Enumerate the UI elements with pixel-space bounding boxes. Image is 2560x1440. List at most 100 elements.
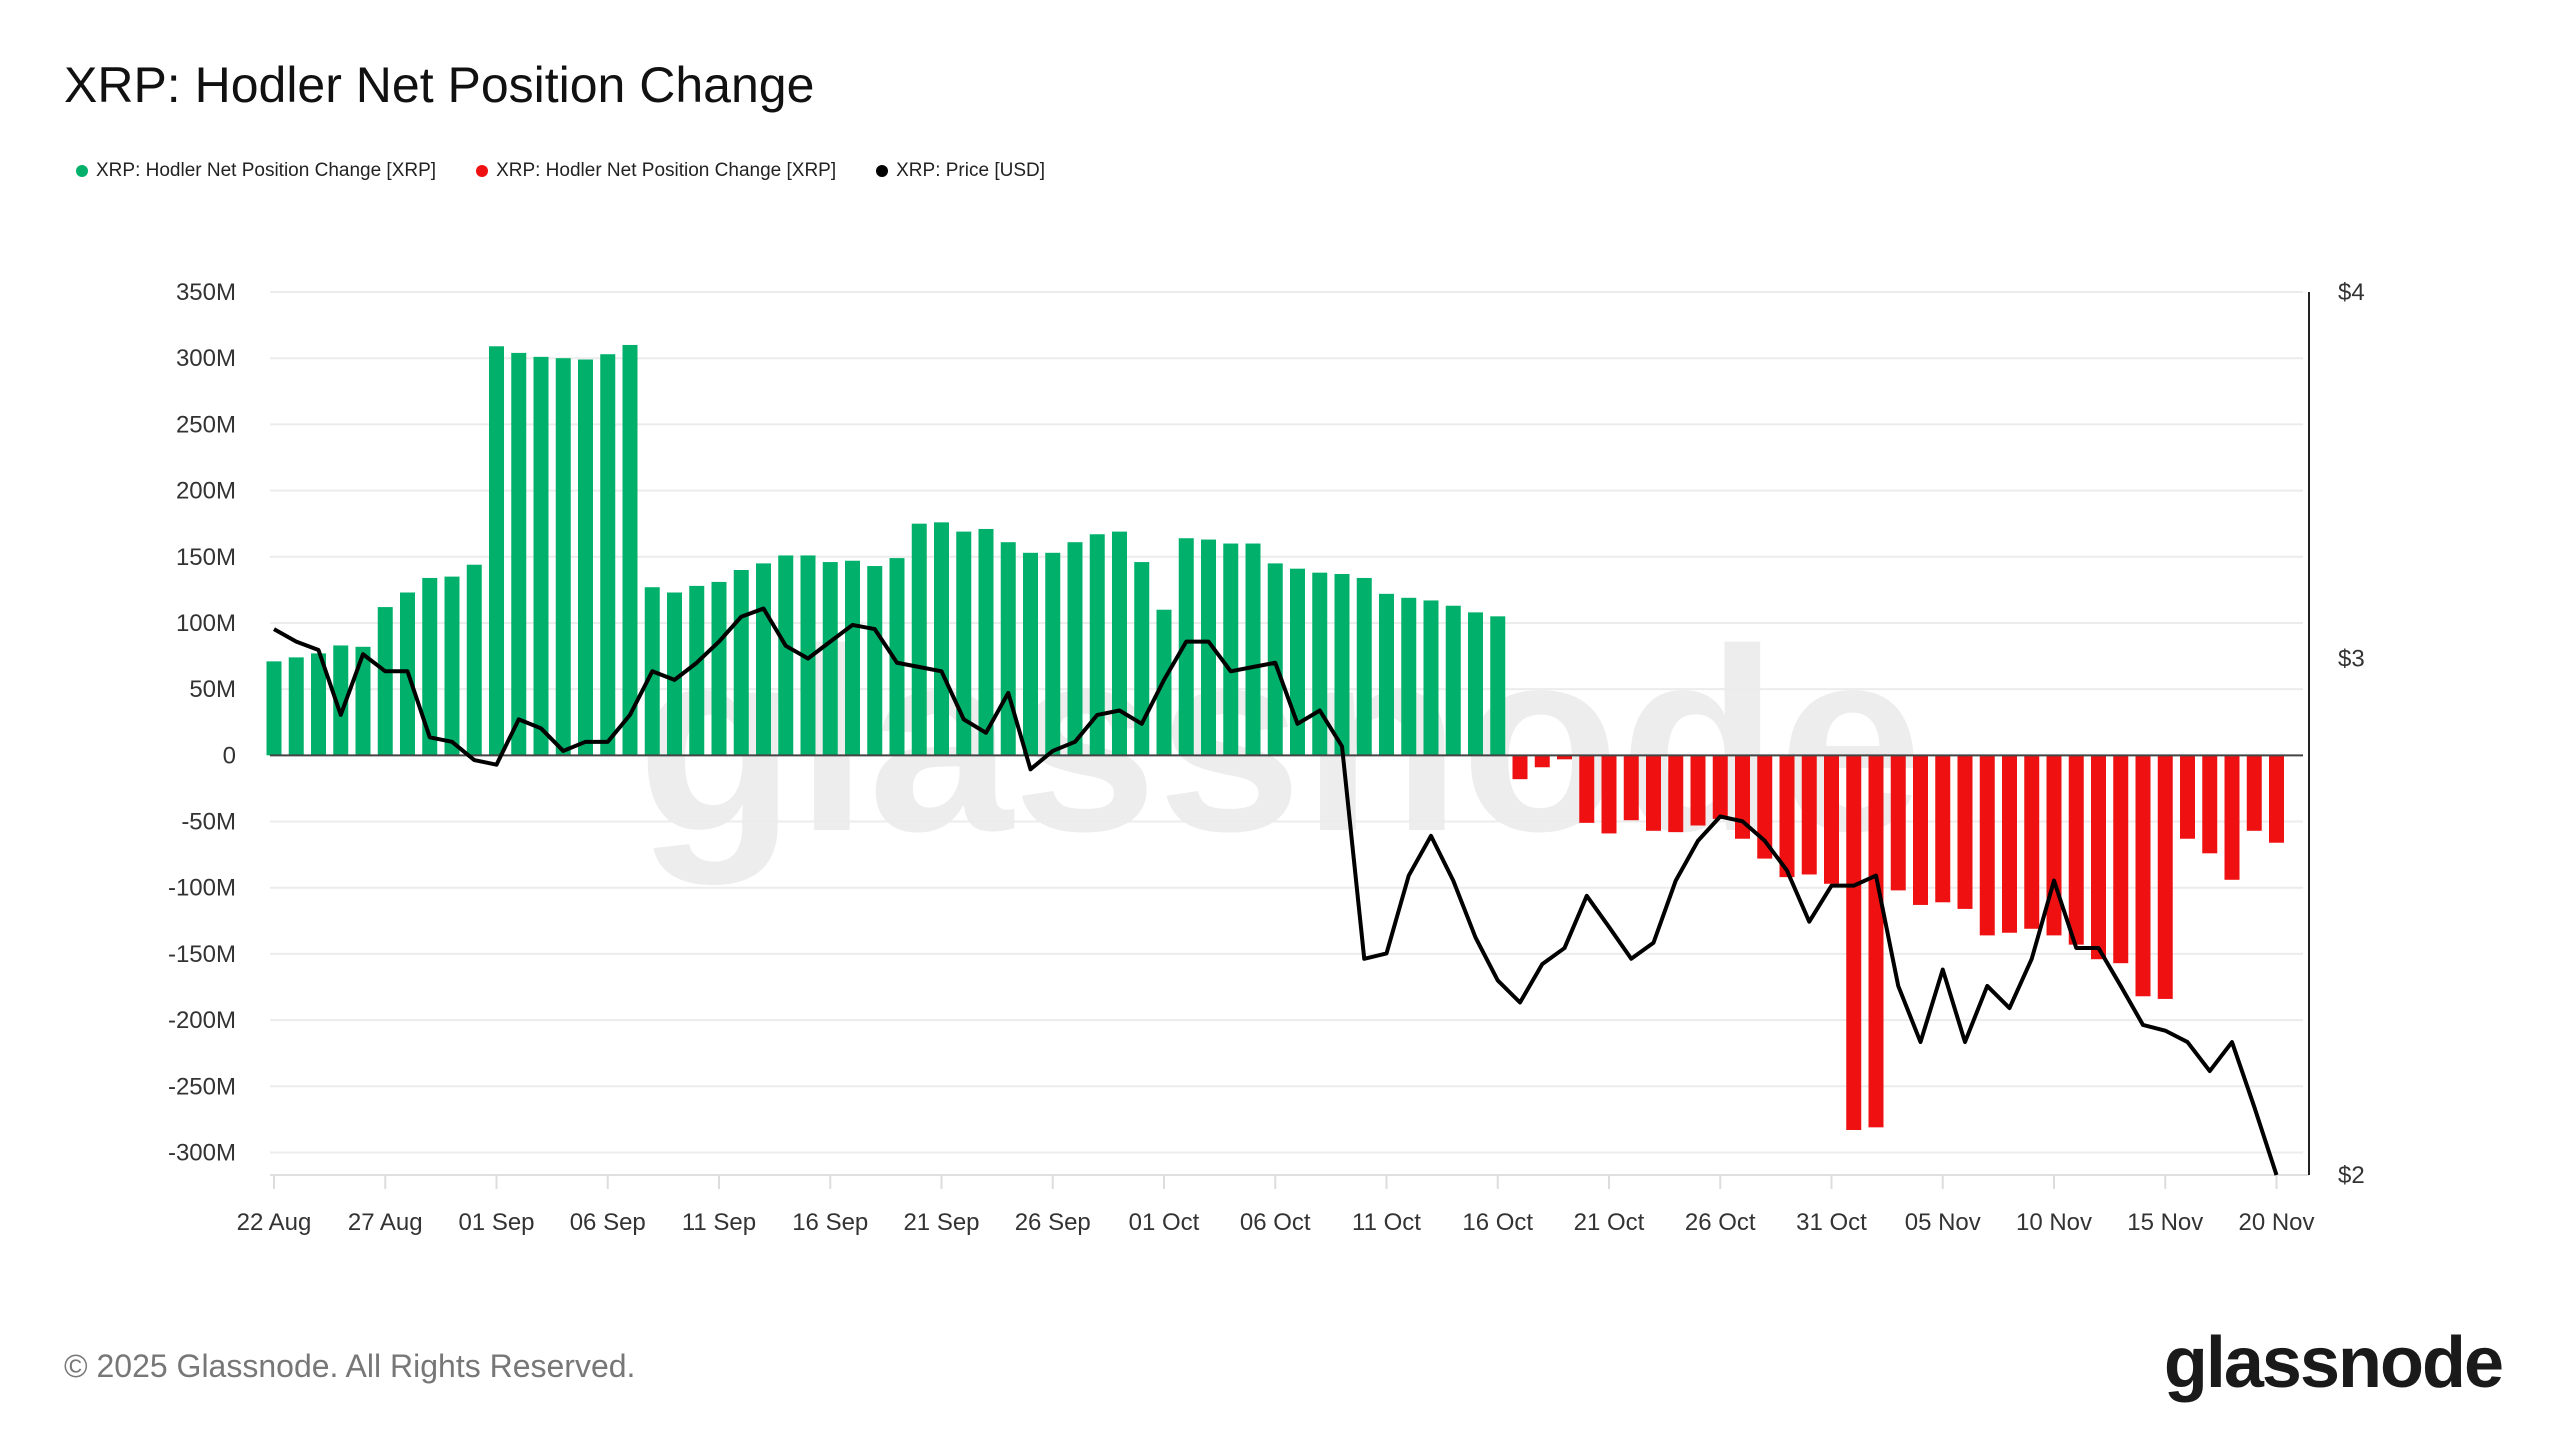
bar-positive: [422, 577, 438, 756]
bar-positive: [600, 354, 616, 756]
x-tick-label: 16 Sep: [792, 1209, 868, 1236]
x-tick-label: 26 Sep: [1015, 1209, 1091, 1236]
bar-negative: [1712, 755, 1728, 819]
x-tick-label: 01 Oct: [1129, 1209, 1200, 1236]
bar-negative: [2246, 755, 2262, 831]
bar-positive: [733, 570, 749, 756]
legend-label: XRP: Hodler Net Position Change [XRP]: [96, 160, 437, 181]
bar-positive: [867, 566, 883, 756]
y-left-tick-label: 100M: [176, 610, 236, 637]
legend-label: XRP: Hodler Net Position Change [XRP]: [496, 160, 837, 181]
x-tick-label: 31 Oct: [1796, 1209, 1867, 1236]
bar-positive: [1134, 562, 1150, 756]
bar-positive: [288, 657, 304, 756]
bar-positive: [511, 352, 527, 756]
bar-negative: [2157, 755, 2173, 999]
x-tick-label: 06 Oct: [1240, 1209, 1311, 1236]
legend: XRP: Hodler Net Position Change [XRP] XR…: [76, 160, 1045, 182]
x-tick-label: 27 Aug: [348, 1209, 423, 1236]
bar-positive: [377, 607, 393, 756]
bars: [266, 344, 2284, 1130]
bar-positive: [1468, 612, 1483, 756]
bar-negative: [1735, 755, 1750, 839]
y-left-tick-label: 350M: [176, 279, 236, 306]
x-tick-label: 26 Oct: [1685, 1209, 1756, 1236]
bar-positive: [756, 563, 771, 756]
bar-positive: [1178, 538, 1194, 756]
bar-negative: [2180, 755, 2195, 839]
x-tick-label: 21 Sep: [903, 1209, 979, 1236]
bar-positive: [489, 346, 504, 756]
bar-positive: [311, 653, 326, 756]
bar-positive: [355, 646, 371, 756]
bar-negative: [2024, 755, 2040, 929]
bar-positive: [889, 558, 905, 756]
copyright: © 2025 Glassnode. All Rights Reserved.: [64, 1348, 636, 1384]
bar-positive: [1356, 577, 1372, 756]
legend-item-price[interactable]: XRP: Price [USD]: [876, 160, 1045, 182]
bar-positive: [1379, 593, 1394, 756]
legend-dot-green-icon: [76, 165, 88, 177]
bar-positive: [1023, 552, 1038, 756]
bar-positive: [1490, 616, 1506, 756]
bar-positive: [578, 359, 593, 756]
bar-negative: [2091, 755, 2106, 960]
y-left-tick-label: -300M: [168, 1139, 236, 1166]
legend-dot-red-icon: [476, 165, 489, 177]
bar-negative: [1646, 755, 1661, 831]
bar-positive: [1067, 542, 1083, 756]
x-tick-label: 16 Oct: [1462, 1209, 1533, 1236]
bar-positive: [1312, 572, 1328, 756]
legend-item-positive[interactable]: XRP: Hodler Net Position Change [XRP]: [76, 160, 436, 182]
bar-positive: [1201, 539, 1216, 756]
y-left-tick-label: 150M: [176, 544, 236, 571]
y-left-tick-label: 200M: [176, 478, 236, 505]
bar-positive: [1401, 597, 1417, 756]
bar-negative: [1868, 755, 1884, 1128]
x-tick-label: 11 Oct: [1352, 1209, 1421, 1236]
bar-positive: [1045, 552, 1061, 756]
bar-negative: [1512, 755, 1528, 780]
y-left-tick-label: 0: [223, 742, 236, 769]
bar-negative: [2113, 755, 2129, 964]
bar-negative: [1824, 755, 1839, 884]
bar-positive: [667, 592, 682, 756]
bar-positive: [1334, 573, 1350, 756]
bar-negative: [1623, 755, 1639, 821]
price-line-group: [273, 606, 2279, 1176]
bar-positive: [934, 522, 949, 756]
bar-negative: [2269, 755, 2284, 843]
bar-positive: [822, 562, 838, 756]
bar-positive: [466, 564, 482, 756]
y-left-tick-label: -100M: [168, 875, 236, 902]
x-tick-label: 06 Sep: [570, 1209, 646, 1236]
bar-negative: [1534, 755, 1550, 768]
bar-negative: [1579, 755, 1595, 823]
x-tick-label: 22 Aug: [237, 1209, 312, 1236]
bar-positive: [689, 585, 705, 756]
y-left-tick-label: 50M: [189, 676, 236, 703]
bar-positive: [444, 576, 460, 756]
bar-negative: [1846, 755, 1862, 1130]
bar-positive: [778, 555, 794, 756]
bar-positive: [911, 523, 927, 756]
axes: 350M 300M 250M 200M 150M 100M 50M 0 -50M -100M -15…: [168, 279, 2365, 1236]
bar-positive: [555, 358, 571, 756]
legend-item-negative[interactable]: XRP: Hodler Net Position Change [XRP]: [476, 160, 836, 182]
y-left-tick-label: -200M: [168, 1007, 236, 1034]
bar-negative: [1690, 755, 1706, 826]
y-right-tick-label: $4: [2338, 279, 2365, 306]
bar-negative: [1757, 755, 1773, 859]
x-tick-label: 15 Nov: [2127, 1209, 2203, 1236]
bar-negative: [2002, 755, 2017, 933]
chart-title: XRP: Hodler Net Position Change: [64, 57, 815, 113]
bar-positive: [622, 344, 638, 756]
bar-positive: [800, 555, 816, 756]
glassnode-logo: glassnode: [2163, 1323, 2504, 1403]
bar-negative: [1979, 755, 1995, 936]
legend-label: XRP: Price [USD]: [896, 160, 1045, 181]
y-right-tick-label: $3: [2338, 645, 2365, 672]
bar-positive: [978, 528, 994, 756]
y-left-tick-label: -250M: [168, 1073, 236, 1100]
bar-negative: [2135, 755, 2151, 997]
